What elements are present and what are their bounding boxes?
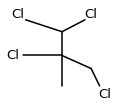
Text: Cl: Cl [11,8,24,21]
Text: Cl: Cl [98,88,111,101]
Text: Cl: Cl [84,8,97,21]
Text: Cl: Cl [6,49,19,62]
